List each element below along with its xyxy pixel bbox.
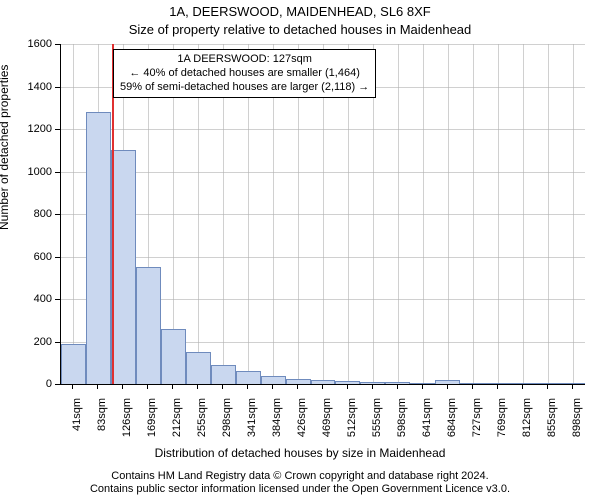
x-axis-label: Distribution of detached houses by size …	[0, 446, 600, 460]
x-tick-mark	[197, 384, 198, 389]
y-tick-mark	[55, 172, 60, 173]
info-box-line: ← 40% of detached houses are smaller (1,…	[120, 67, 369, 81]
footer-line: Contains public sector information licen…	[0, 483, 600, 497]
footer: Contains HM Land Registry data © Crown c…	[0, 470, 600, 498]
x-tick-label: 769sqm	[496, 398, 508, 448]
x-tick-mark	[97, 384, 98, 389]
x-tick-label: 384sqm	[271, 398, 283, 448]
x-tick-label: 212sqm	[171, 398, 183, 448]
gridline-h	[61, 129, 585, 130]
y-tick-label: 600	[12, 251, 52, 263]
histogram-bar	[236, 371, 261, 384]
x-tick-label: 341sqm	[246, 398, 258, 448]
y-tick-mark	[55, 87, 60, 88]
histogram-bar	[535, 383, 560, 384]
info-box-line: 59% of semi-detached houses are larger (…	[120, 81, 369, 95]
histogram-bar	[61, 344, 86, 384]
x-tick-mark	[522, 384, 523, 389]
x-tick-label: 641sqm	[421, 398, 433, 448]
y-tick-mark	[55, 214, 60, 215]
x-tick-label: 598sqm	[396, 398, 408, 448]
info-box-line: 1A DEERSWOOD: 127sqm	[120, 53, 369, 67]
x-tick-label: 855sqm	[546, 398, 558, 448]
histogram-bar	[360, 382, 385, 384]
y-tick-mark	[55, 342, 60, 343]
chart-title-line2: Size of property relative to detached ho…	[0, 22, 600, 37]
x-tick-mark	[247, 384, 248, 389]
y-tick-label: 800	[12, 208, 52, 220]
x-tick-label: 684sqm	[446, 398, 458, 448]
x-tick-label: 469sqm	[321, 398, 333, 448]
plot-area: 1A DEERSWOOD: 127sqm ← 40% of detached h…	[60, 44, 585, 385]
histogram-bar	[460, 383, 485, 384]
x-tick-label: 169sqm	[146, 398, 158, 448]
histogram-bar	[335, 381, 360, 384]
x-tick-mark	[372, 384, 373, 389]
y-tick-label: 1200	[12, 123, 52, 135]
x-tick-label: 426sqm	[296, 398, 308, 448]
x-tick-mark	[222, 384, 223, 389]
x-tick-mark	[322, 384, 323, 389]
x-tick-label: 727sqm	[471, 398, 483, 448]
y-tick-label: 1400	[12, 81, 52, 93]
x-tick-label: 41sqm	[71, 398, 83, 448]
y-tick-mark	[55, 299, 60, 300]
gridline-h	[61, 172, 585, 173]
y-tick-mark	[55, 129, 60, 130]
histogram-bar	[161, 329, 186, 384]
histogram-bar	[510, 383, 535, 384]
footer-line: Contains HM Land Registry data © Crown c…	[0, 470, 600, 484]
x-tick-mark	[422, 384, 423, 389]
gridline-h	[61, 214, 585, 215]
histogram-bar	[560, 383, 585, 384]
x-tick-mark	[572, 384, 573, 389]
histogram-bar	[410, 383, 435, 384]
histogram-bar	[385, 382, 410, 384]
x-tick-mark	[272, 384, 273, 389]
y-axis-label: Number of detached properties	[0, 65, 11, 230]
x-tick-mark	[122, 384, 123, 389]
x-tick-mark	[172, 384, 173, 389]
x-tick-mark	[147, 384, 148, 389]
y-tick-mark	[55, 384, 60, 385]
x-tick-label: 126sqm	[121, 398, 133, 448]
y-tick-label: 0	[12, 378, 52, 390]
x-tick-label: 555sqm	[371, 398, 383, 448]
y-tick-mark	[55, 44, 60, 45]
x-tick-label: 898sqm	[571, 398, 583, 448]
histogram-bar	[261, 376, 286, 385]
x-tick-mark	[347, 384, 348, 389]
histogram-bar	[211, 365, 236, 384]
chart-title-line1: 1A, DEERSWOOD, MAIDENHEAD, SL6 8XF	[0, 4, 600, 19]
y-tick-label: 200	[12, 336, 52, 348]
x-tick-label: 512sqm	[346, 398, 358, 448]
x-tick-mark	[547, 384, 548, 389]
x-tick-mark	[447, 384, 448, 389]
y-tick-mark	[55, 257, 60, 258]
gridline-h	[61, 257, 585, 258]
histogram-bar	[435, 380, 460, 384]
gridline-h	[61, 44, 585, 45]
y-tick-label: 1600	[12, 38, 52, 50]
x-tick-label: 812sqm	[521, 398, 533, 448]
histogram-bar	[111, 150, 136, 384]
histogram-bar	[485, 383, 510, 384]
y-tick-label: 1000	[12, 166, 52, 178]
x-tick-label: 298sqm	[221, 398, 233, 448]
x-tick-mark	[497, 384, 498, 389]
x-tick-label: 255sqm	[196, 398, 208, 448]
info-box: 1A DEERSWOOD: 127sqm ← 40% of detached h…	[113, 49, 376, 98]
x-tick-mark	[72, 384, 73, 389]
x-tick-mark	[472, 384, 473, 389]
x-tick-mark	[397, 384, 398, 389]
histogram-bar	[136, 267, 161, 384]
x-tick-mark	[297, 384, 298, 389]
y-tick-label: 400	[12, 293, 52, 305]
x-tick-label: 83sqm	[96, 398, 108, 448]
histogram-bar	[86, 112, 111, 384]
histogram-bar	[186, 352, 211, 384]
